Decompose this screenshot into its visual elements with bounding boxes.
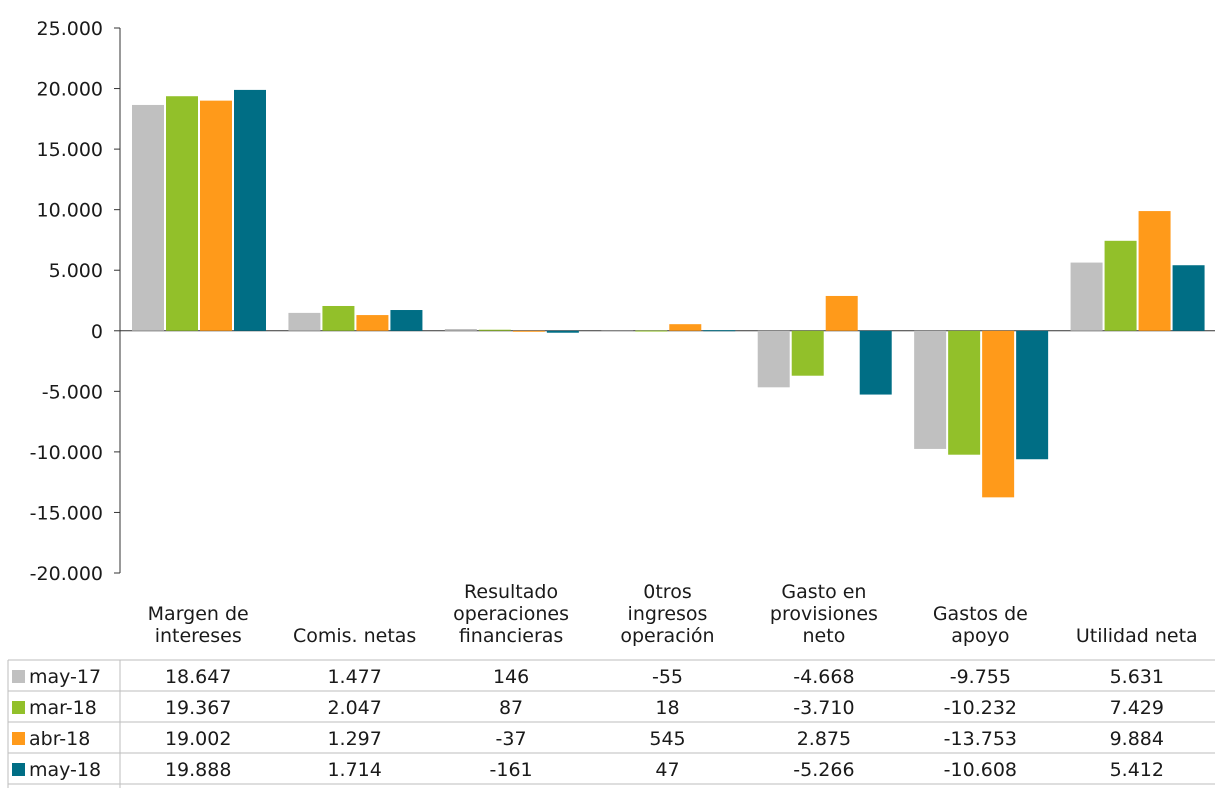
data-label-may-17-0: 18.647 <box>165 666 231 688</box>
data-label-may-18-4: -5.266 <box>793 759 854 781</box>
bar-abr-18-2 <box>512 330 545 332</box>
bar-mar-18-1 <box>322 305 355 331</box>
data-label-may-18-2: -161 <box>490 759 533 781</box>
category-label: 0tros <box>643 581 691 603</box>
category-label: operación <box>620 625 714 647</box>
data-label-abr-18-2: -37 <box>496 728 527 750</box>
y-tick-label: 25.000 <box>37 18 103 40</box>
bar-may-17-5 <box>914 330 947 449</box>
bar-abr-18-1 <box>356 315 389 331</box>
legend-swatch-mar-18 <box>12 701 25 714</box>
bar-abr-18-0 <box>200 100 232 331</box>
data-label-may-17-4: -4.668 <box>793 666 854 688</box>
legend-swatch-may-17 <box>12 670 25 683</box>
series-label-abr-18: abr-18 <box>29 728 90 750</box>
category-label: Resultado <box>464 581 558 603</box>
y-axis: 25.000 20.000 15.000 10.000 5.000 0 -5.000 -10.… <box>30 18 1215 585</box>
data-label-abr-18-0: 19.002 <box>165 728 231 750</box>
y-tick-label: -10.000 <box>30 442 103 464</box>
data-label-mar-18-3: 18 <box>655 697 679 719</box>
bar-may-18-3 <box>703 330 736 332</box>
data-label-may-18-0: 19.888 <box>165 759 231 781</box>
bar-mar-18-3 <box>635 330 668 332</box>
bar-mar-18-6 <box>1104 240 1137 331</box>
bar-may-17-0 <box>132 104 164 331</box>
category-label: ingresos <box>628 603 708 625</box>
data-label-may-17-5: -9.755 <box>950 666 1011 688</box>
bar-may-17-6 <box>1070 262 1103 331</box>
data-label-abr-18-5: -13.753 <box>944 728 1017 750</box>
bar-may-18-6 <box>1172 265 1205 331</box>
bar-may-17-3 <box>601 330 634 332</box>
legend-swatch-may-18 <box>12 763 25 776</box>
category-label: Margen de <box>148 603 249 625</box>
data-label-mar-18-2: 87 <box>499 697 523 719</box>
y-tick-label: -5.000 <box>42 381 103 403</box>
data-label-may-18-1: 1.714 <box>327 759 381 781</box>
bars <box>132 89 1205 498</box>
bar-may-17-4 <box>757 330 790 388</box>
bar-mar-18-2 <box>478 329 511 331</box>
data-label-abr-18-3: 545 <box>649 728 685 750</box>
data-label-may-18-6: 5.412 <box>1110 759 1164 781</box>
y-tick-label: -20.000 <box>30 563 103 585</box>
data-label-mar-18-5: -10.232 <box>944 697 1017 719</box>
data-label-mar-18-6: 7.429 <box>1110 697 1164 719</box>
bar-mar-18-0 <box>166 96 198 331</box>
bar-abr-18-6 <box>1138 211 1171 331</box>
data-label-mar-18-4: -3.710 <box>793 697 854 719</box>
category-label: Comis. netas <box>293 625 416 647</box>
series-label-may-18: may-18 <box>29 759 101 781</box>
bar-may-18-5 <box>1016 330 1049 460</box>
y-tick-label: 0 <box>91 321 103 343</box>
data-label-abr-18-1: 1.297 <box>327 728 381 750</box>
data-label-mar-18-0: 19.367 <box>165 697 231 719</box>
bar-may-18-4 <box>859 330 892 395</box>
category-label: financieras <box>459 625 563 647</box>
bar-mar-18-5 <box>948 330 981 455</box>
series-label-may-17: may-17 <box>29 666 101 688</box>
y-tick-label: 10.000 <box>37 200 103 222</box>
bar-mar-18-4 <box>791 330 824 376</box>
category-label: neto <box>803 625 846 647</box>
data-label-may-18-3: 47 <box>655 759 679 781</box>
bar-abr-18-5 <box>982 330 1015 498</box>
bar-may-17-1 <box>288 312 321 331</box>
bar-abr-18-3 <box>669 324 702 331</box>
data-label-may-18-5: -10.608 <box>944 759 1017 781</box>
y-tick-label: 5.000 <box>49 260 103 282</box>
data-label-abr-18-6: 9.884 <box>1110 728 1164 750</box>
y-tick-label: -15.000 <box>30 502 103 524</box>
category-label: provisiones <box>770 603 878 625</box>
category-label: operaciones <box>453 603 569 625</box>
category-label: intereses <box>155 625 242 647</box>
data-label-mar-18-1: 2.047 <box>327 697 381 719</box>
bar-may-18-0 <box>234 89 266 331</box>
bar-may-18-1 <box>390 310 423 331</box>
category-label: Utilidad neta <box>1076 625 1198 647</box>
series-label-mar-18: mar-18 <box>29 697 97 719</box>
data-label-may-17-3: -55 <box>652 666 683 688</box>
data-label-abr-18-4: 2.875 <box>797 728 851 750</box>
category-label: Gasto en <box>781 581 866 603</box>
bar-abr-18-4 <box>825 295 858 331</box>
data-label-may-17-6: 5.631 <box>1110 666 1164 688</box>
bar-may-18-2 <box>546 330 579 333</box>
category-label: apoyo <box>951 625 1009 647</box>
y-tick-label: 20.000 <box>37 79 103 101</box>
data-label-may-17-1: 1.477 <box>327 666 381 688</box>
bar-may-17-2 <box>444 329 477 331</box>
data-table: may-17 18.647 1.477 146 -55 -4.668 -9.755 5.631… <box>7 659 1215 788</box>
legend-swatch-abr-18 <box>12 732 25 745</box>
data-label-may-17-2: 146 <box>493 666 529 688</box>
category-label: Gastos de <box>933 603 1028 625</box>
y-tick-label: 15.000 <box>37 139 103 161</box>
